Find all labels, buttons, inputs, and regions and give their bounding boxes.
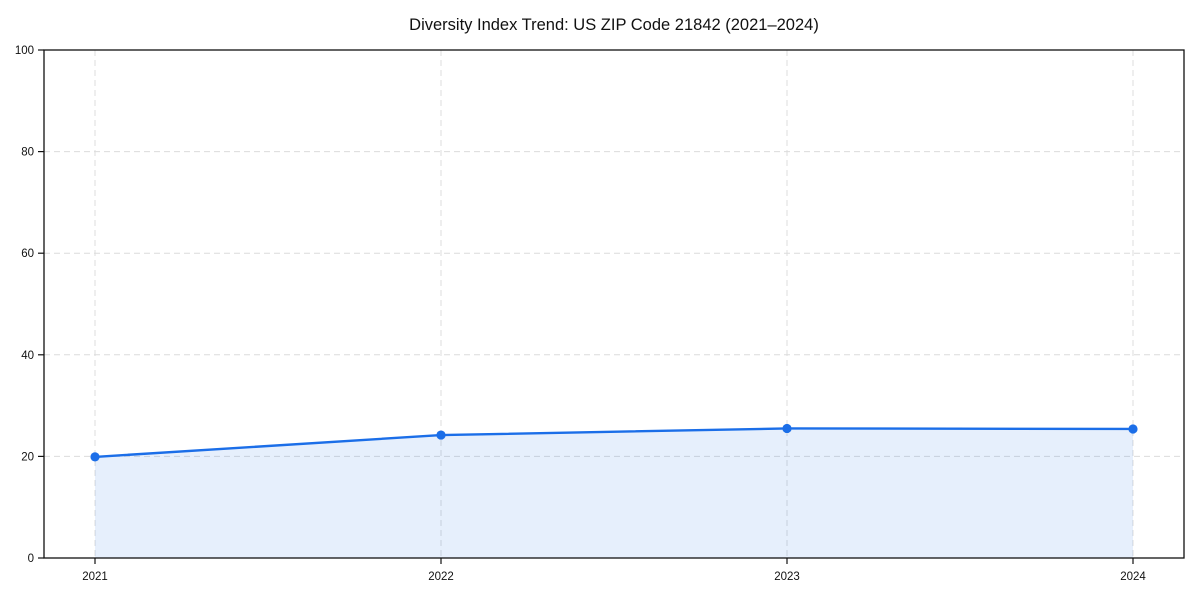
data-point-marker: [436, 430, 446, 440]
axis-ticks-and-labels: 0 20 40 60 80 100 2021 2022 2023 2024: [15, 45, 1147, 583]
y-tick-label: 80: [21, 147, 34, 159]
y-tick-label: 40: [21, 350, 34, 362]
trend-line: [93, 427, 1135, 459]
data-point-marker: [90, 452, 100, 462]
x-tick-label: 2022: [428, 571, 454, 583]
x-tick-label: 2021: [82, 571, 108, 583]
y-tick-label: 20: [21, 451, 34, 463]
axes-box: [43, 49, 1185, 559]
y-tick-label: 60: [21, 248, 34, 260]
plot-border: [43, 49, 1185, 559]
data-point-marker: [782, 423, 792, 434]
chart-title: Diversity Index Trend: US ZIP Code 21842…: [409, 16, 819, 34]
series-line: [93, 427, 1135, 459]
x-tick-label: 2023: [774, 571, 800, 583]
y-tick-label: 100: [15, 45, 34, 57]
data-point-markers: [90, 423, 1138, 462]
data-point-marker: [1128, 424, 1138, 434]
series-area: [95, 428, 1133, 558]
y-tick-label: 0: [28, 553, 34, 565]
x-tick-label: 2024: [1120, 571, 1146, 583]
area-fill: [95, 428, 1133, 558]
